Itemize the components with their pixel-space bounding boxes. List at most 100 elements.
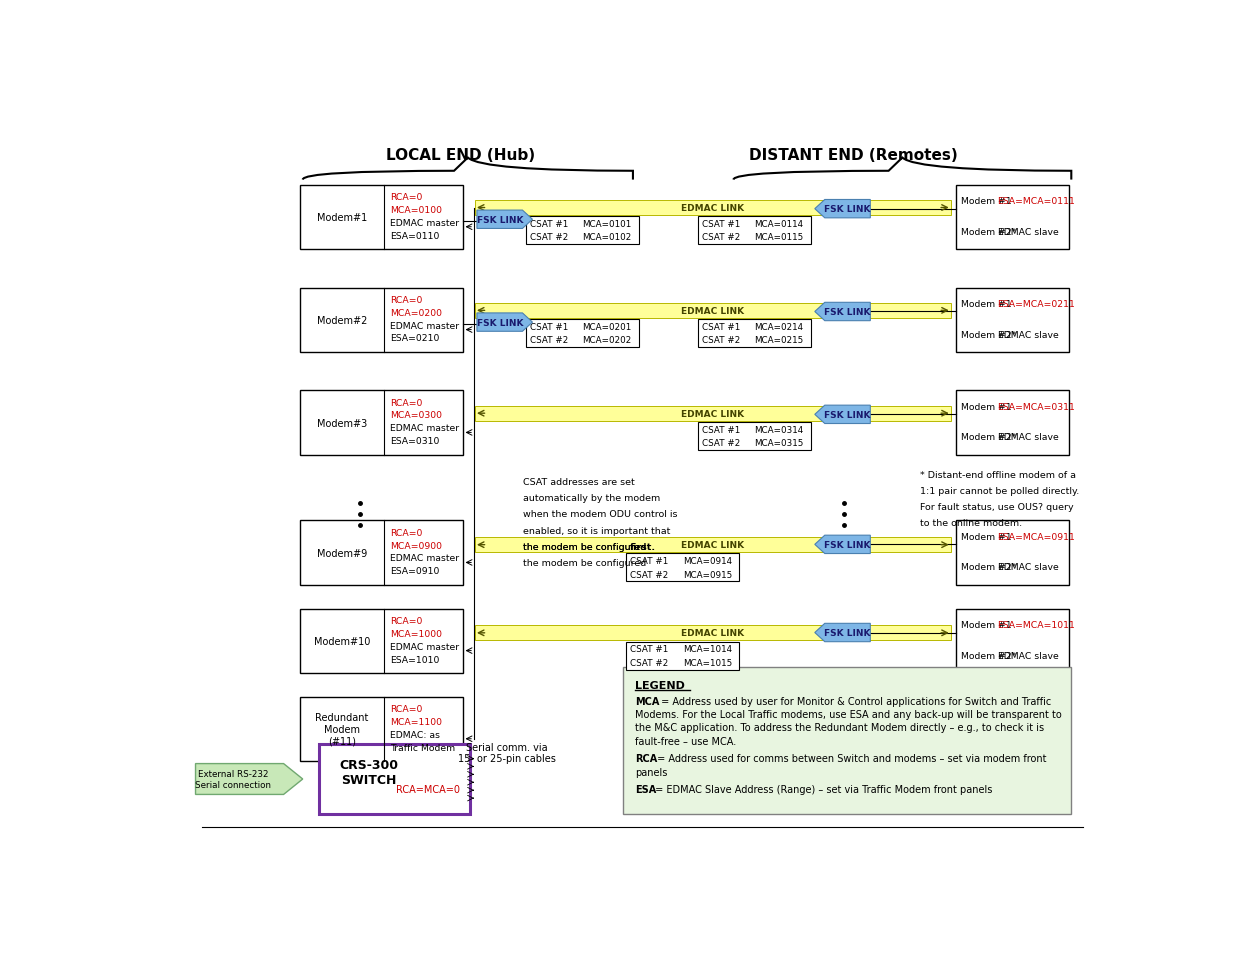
FancyArrow shape [195, 763, 303, 795]
Text: Modem #2*: Modem #2* [961, 433, 1016, 442]
Text: Modem #1: Modem #1 [961, 300, 1011, 309]
Text: the modem be configured: the modem be configured [522, 558, 650, 567]
Text: MCA=1015: MCA=1015 [683, 659, 732, 667]
Text: MCA=0115: MCA=0115 [755, 233, 804, 242]
Text: LEGEND: LEGEND [635, 680, 684, 690]
Bar [300, 186, 463, 250]
Text: FSK LINK: FSK LINK [477, 215, 524, 225]
Text: Modem#2: Modem#2 [317, 315, 367, 326]
Bar [319, 744, 471, 814]
Text: For fault status, use OUS? query: For fault status, use OUS? query [920, 502, 1073, 512]
Text: Modem #2*: Modem #2* [961, 228, 1016, 236]
Text: = Address used by user for Monitor & Control applications for Switch and Traffic: = Address used by user for Monitor & Con… [658, 697, 1051, 706]
Bar [475, 406, 951, 421]
Text: RCA=0: RCA=0 [390, 704, 422, 713]
Text: CSAT addresses are set: CSAT addresses are set [522, 477, 635, 487]
Text: Modem#1: Modem#1 [317, 213, 367, 223]
Text: EDMAC slave: EDMAC slave [998, 433, 1058, 442]
Text: EDMAC LINK: EDMAC LINK [682, 307, 745, 315]
Text: MCA=0202: MCA=0202 [582, 336, 631, 345]
Bar [956, 391, 1070, 456]
Text: EDMAC slave: EDMAC slave [998, 651, 1058, 659]
Text: External RS-232
Serial connection: External RS-232 Serial connection [195, 769, 270, 789]
Text: Modem#9: Modem#9 [317, 548, 367, 558]
Text: DISTANT END (Remotes): DISTANT END (Remotes) [748, 148, 957, 163]
Text: CSAT #2: CSAT #2 [701, 233, 740, 242]
Text: Modem #2*: Modem #2* [961, 651, 1016, 659]
Text: CSAT #2: CSAT #2 [630, 659, 668, 667]
Text: EDMAC slave: EDMAC slave [998, 563, 1058, 572]
Text: FSK LINK: FSK LINK [824, 540, 871, 549]
Text: * Distant-end offline modem of a: * Distant-end offline modem of a [920, 470, 1076, 479]
Text: ESA=MCA=0111: ESA=MCA=0111 [998, 197, 1076, 206]
Text: Modem#3: Modem#3 [317, 418, 367, 428]
Text: 1:1 pair cannot be polled directly.: 1:1 pair cannot be polled directly. [920, 486, 1079, 496]
Bar [956, 521, 1070, 585]
Text: Modem #1: Modem #1 [961, 533, 1011, 541]
Text: CSAT #2: CSAT #2 [530, 233, 568, 242]
Text: EDMAC LINK: EDMAC LINK [682, 204, 745, 213]
Text: Modem #1: Modem #1 [961, 197, 1011, 206]
Text: the M&C application. To address the Redundant Modem directly – e.g., to check it: the M&C application. To address the Redu… [635, 722, 1044, 733]
Text: EDMAC LINK: EDMAC LINK [682, 629, 745, 638]
Text: automatically by the modem: automatically by the modem [522, 494, 661, 503]
Text: FSK LINK: FSK LINK [824, 628, 871, 638]
Text: CSAT #2: CSAT #2 [701, 438, 740, 448]
Text: RCA=0: RCA=0 [390, 528, 422, 537]
Text: MCA=1000: MCA=1000 [390, 629, 442, 638]
Text: fault-free – use MCA.: fault-free – use MCA. [635, 736, 736, 746]
Polygon shape [815, 406, 871, 424]
Text: CSAT #2: CSAT #2 [630, 570, 668, 579]
Text: FSK LINK: FSK LINK [824, 411, 871, 419]
Bar [475, 304, 951, 318]
Text: Modem #1: Modem #1 [961, 620, 1011, 630]
Text: ESA=0210: ESA=0210 [390, 335, 440, 343]
Text: MCA=0100: MCA=0100 [390, 206, 442, 214]
Text: EDMAC LINK: EDMAC LINK [682, 540, 745, 550]
Polygon shape [477, 314, 532, 332]
Text: CSAT #1: CSAT #1 [701, 322, 740, 332]
Bar [300, 288, 463, 353]
Text: MCA=0314: MCA=0314 [755, 425, 804, 435]
Text: MCA=1014: MCA=1014 [683, 645, 732, 654]
Text: FSK LINK: FSK LINK [477, 318, 524, 327]
Text: ESA=MCA=0311: ESA=MCA=0311 [998, 403, 1076, 412]
Bar [626, 554, 740, 581]
Bar [698, 422, 811, 451]
Text: Modem #2*: Modem #2* [961, 563, 1016, 572]
Text: enabled, so it is important that: enabled, so it is important that [522, 526, 671, 535]
Text: EDMAC slave: EDMAC slave [998, 331, 1058, 339]
Polygon shape [477, 211, 532, 230]
Text: CSAT #1: CSAT #1 [530, 322, 568, 332]
Text: CSAT #2: CSAT #2 [530, 336, 568, 345]
Polygon shape [815, 303, 871, 321]
Text: Serial comm. via
15- or 25-pin cables: Serial comm. via 15- or 25-pin cables [458, 742, 556, 763]
Text: LOCAL END (Hub): LOCAL END (Hub) [387, 148, 535, 163]
Text: CSAT #1: CSAT #1 [630, 557, 668, 566]
Text: first.: first. [630, 542, 656, 551]
Text: ESA=MCA=0911: ESA=MCA=0911 [998, 533, 1076, 541]
Text: = Address used for comms between Switch and modems – set via modem front: = Address used for comms between Switch … [655, 754, 1046, 763]
Bar [698, 320, 811, 348]
Text: MCA=0900: MCA=0900 [390, 541, 442, 550]
Text: MCA=0114: MCA=0114 [755, 220, 804, 229]
Text: when the modem ODU control is: when the modem ODU control is [522, 510, 677, 518]
Text: Modem #2*: Modem #2* [961, 331, 1016, 339]
Text: MCA=0200: MCA=0200 [390, 309, 442, 317]
Text: RCA=0: RCA=0 [390, 295, 422, 304]
Text: FSK LINK: FSK LINK [824, 308, 871, 316]
Text: Modem#10: Modem#10 [314, 637, 370, 646]
Polygon shape [815, 536, 871, 554]
Text: EDMAC master: EDMAC master [390, 642, 459, 651]
Text: the modem be configured: the modem be configured [522, 542, 650, 551]
Text: ESA=0910: ESA=0910 [390, 567, 440, 576]
Bar [526, 217, 638, 245]
Text: EDMAC LINK: EDMAC LINK [682, 409, 745, 418]
Text: ESA=MCA=0211: ESA=MCA=0211 [998, 300, 1076, 309]
Text: EDMAC master: EDMAC master [390, 321, 459, 331]
Text: EDMAC: as: EDMAC: as [390, 730, 440, 739]
Text: MCA=0300: MCA=0300 [390, 411, 442, 420]
Text: CSAT #1: CSAT #1 [530, 220, 568, 229]
Text: CRS-300
SWITCH: CRS-300 SWITCH [340, 758, 399, 786]
Text: MCA=0101: MCA=0101 [582, 220, 631, 229]
